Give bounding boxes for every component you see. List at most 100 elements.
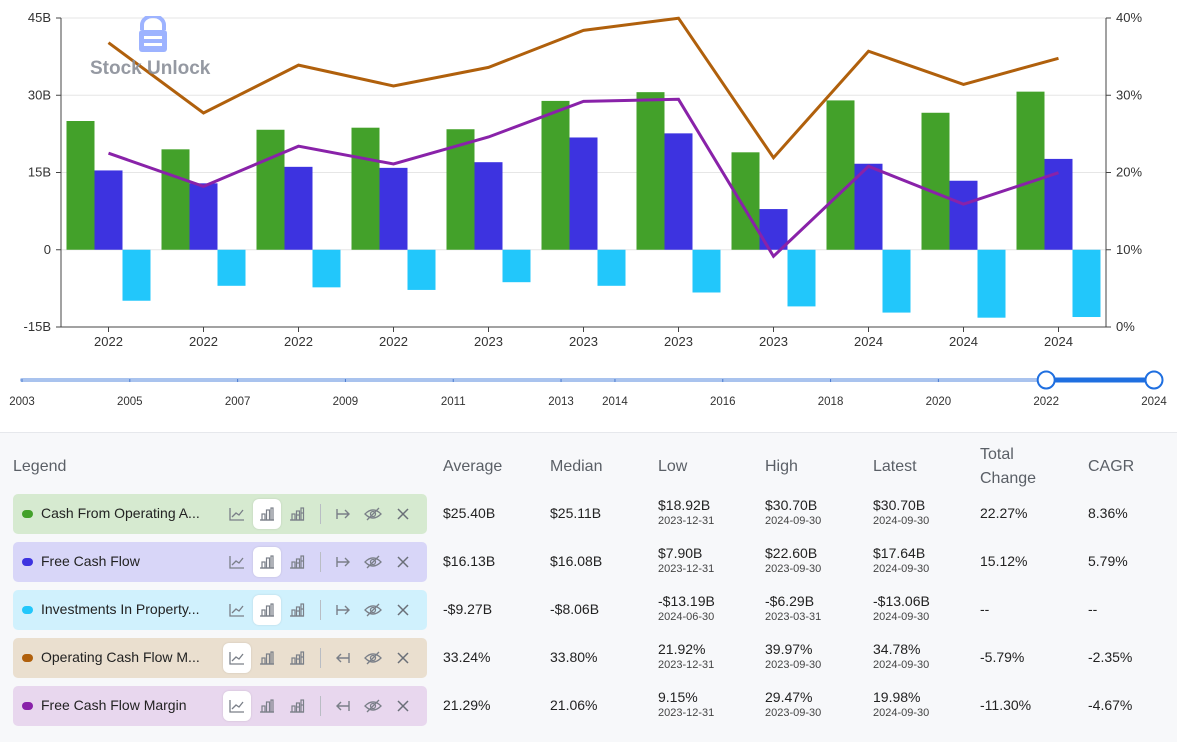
series-chip[interactable]: Free Cash Flow <box>13 542 427 582</box>
axis-side-icon[interactable] <box>329 595 357 625</box>
bar <box>161 149 190 250</box>
legend-row: Operating Cash Flow M... 33.24% 3 <box>0 638 1177 678</box>
line-chart-icon[interactable] <box>223 499 251 529</box>
total-change-value: 22.27% <box>980 505 1028 521</box>
series-chip[interactable]: Free Cash Flow Margin <box>13 686 427 726</box>
bar <box>569 137 598 250</box>
close-icon[interactable] <box>389 691 417 721</box>
latest-date: 2024-09-30 <box>873 611 930 623</box>
series-line <box>107 16 1059 161</box>
axis-side-icon[interactable] <box>329 499 357 529</box>
low-value: $7.90B <box>658 545 703 561</box>
x-tick-label: 2022 <box>379 334 408 349</box>
total-change-value: -11.30% <box>980 697 1032 713</box>
latest-value: $30.70B <box>873 497 926 513</box>
hide-eye-icon[interactable] <box>359 691 387 721</box>
latest-cell: $17.64B 2024-09-30 <box>873 545 929 576</box>
close-icon[interactable] <box>389 499 417 529</box>
slider-handle[interactable] <box>1036 370 1056 390</box>
slider-year-label: 2003 <box>9 396 35 408</box>
stacked-bar-icon[interactable] <box>283 547 311 577</box>
legend-table: Legend Average Median Low High Latest To… <box>0 432 1177 742</box>
header-high: High <box>765 458 798 475</box>
series-label: Free Cash Flow <box>41 553 140 569</box>
toolbar-divider <box>320 648 321 668</box>
bar-chart-icon[interactable] <box>253 691 281 721</box>
low-value: 9.15% <box>658 689 698 705</box>
slider-year-label: 2005 <box>117 396 143 408</box>
high-value: 29.47% <box>765 689 813 705</box>
y-left-tick-label: 30B <box>28 87 51 102</box>
stacked-bar-icon[interactable] <box>283 595 311 625</box>
header-legend: Legend <box>13 458 67 475</box>
bar <box>379 167 408 250</box>
bar <box>122 249 151 301</box>
bar <box>854 163 883 250</box>
low-date: 2023-12-31 <box>658 515 715 527</box>
hide-eye-icon[interactable] <box>359 547 387 577</box>
series-color-dot <box>22 702 33 710</box>
series-chip[interactable]: Operating Cash Flow M... <box>13 638 427 678</box>
bar <box>759 209 788 250</box>
high-value: $30.70B <box>765 497 818 513</box>
latest-cell: $30.70B 2024-09-30 <box>873 497 929 528</box>
hide-eye-icon[interactable] <box>359 595 387 625</box>
header-median: Median <box>550 458 603 475</box>
axis-side-icon[interactable] <box>329 643 357 673</box>
high-cell: 39.97% 2023-09-30 <box>765 641 821 672</box>
line-chart-icon[interactable] <box>223 691 251 721</box>
latest-cell: 19.98% 2024-09-30 <box>873 689 929 720</box>
median-value: 33.80% <box>550 649 598 665</box>
high-cell: 29.47% 2023-09-30 <box>765 689 821 720</box>
slider-handle[interactable] <box>1144 370 1164 390</box>
slider-year-label: 2013 <box>548 396 574 408</box>
series-chip[interactable]: Cash From Operating A... <box>13 494 427 534</box>
latest-cell: -$13.06B 2024-09-30 <box>873 593 930 624</box>
x-tick-label: 2023 <box>474 334 503 349</box>
bar-chart-icon[interactable] <box>253 595 281 625</box>
close-icon[interactable] <box>389 643 417 673</box>
year-range-slider[interactable]: 2003 2005 2007 2009 2011 2013 2014 2016 2018 2020… <box>0 364 1177 414</box>
stacked-bar-icon[interactable] <box>283 691 311 721</box>
y-right-tick-label: 20% <box>1116 165 1142 180</box>
line-chart-icon[interactable] <box>223 595 251 625</box>
hide-eye-icon[interactable] <box>359 499 387 529</box>
series-label: Investments In Property... <box>41 601 200 617</box>
cagr-value: 5.79% <box>1088 553 1128 569</box>
slider-year-label: 2018 <box>818 396 844 408</box>
low-date: 2023-12-31 <box>658 707 715 719</box>
slider-year-label: 2016 <box>710 396 736 408</box>
stacked-bar-icon[interactable] <box>283 499 311 529</box>
close-icon[interactable] <box>389 595 417 625</box>
axis-side-icon[interactable] <box>329 691 357 721</box>
x-tick-label: 2024 <box>1044 334 1073 349</box>
bar-chart-icon[interactable] <box>253 547 281 577</box>
average-value: $16.13B <box>443 553 496 569</box>
series-color-dot <box>22 606 33 614</box>
bar-chart-icon[interactable] <box>253 643 281 673</box>
y-left-tick-label: 15B <box>28 165 51 180</box>
toolbar-divider <box>320 504 321 524</box>
watermark: Stock Unlock <box>88 16 228 82</box>
line-chart-icon[interactable] <box>223 643 251 673</box>
bar <box>597 249 626 286</box>
x-tick-label: 2024 <box>854 334 883 349</box>
close-icon[interactable] <box>389 547 417 577</box>
low-date: 2023-12-31 <box>658 659 715 671</box>
line-chart-icon[interactable] <box>223 547 251 577</box>
hide-eye-icon[interactable] <box>359 643 387 673</box>
header-average: Average <box>443 458 503 475</box>
series-chip[interactable]: Investments In Property... <box>13 590 427 630</box>
slider-track[interactable]: 2003 2005 2007 2009 2011 2013 2014 2016 2018 2020… <box>0 364 1177 414</box>
median-value: 21.06% <box>550 697 598 713</box>
bar-chart-icon[interactable] <box>253 499 281 529</box>
bar <box>826 100 855 250</box>
total-change-value: -- <box>980 601 990 617</box>
stacked-bar-icon[interactable] <box>283 643 311 673</box>
slider-year-label: 2007 <box>225 396 251 408</box>
bar <box>664 133 693 250</box>
bar <box>474 162 503 250</box>
bar <box>312 249 341 288</box>
bar <box>502 249 531 283</box>
axis-side-icon[interactable] <box>329 547 357 577</box>
